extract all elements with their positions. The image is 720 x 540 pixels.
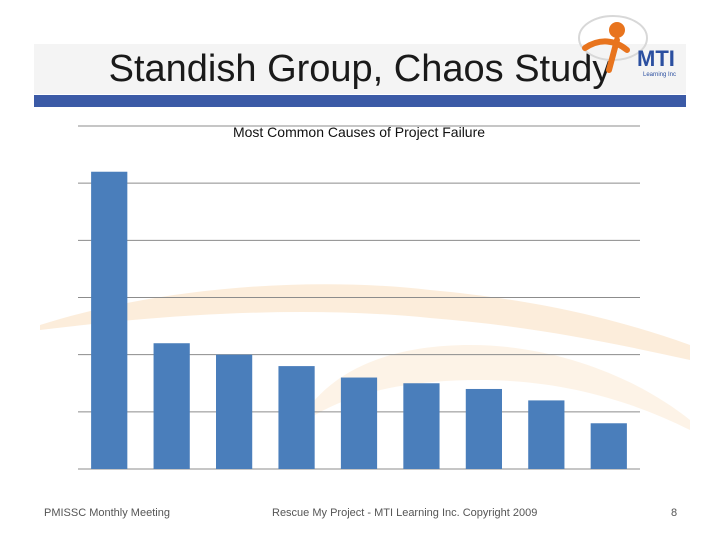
bar-5 [340,377,378,469]
footer-meeting-name: PMISSC Monthly Meeting [44,507,170,519]
chart-title: Most Common Causes of Project Failure [233,124,485,140]
bar-3 [216,354,253,469]
bar-4 [278,366,315,469]
logo-subtext: Learning Inc [643,72,676,78]
bar-7 [465,388,502,469]
chart-bars [91,171,627,469]
page-number: 8 [671,507,678,519]
bar-8 [528,400,565,469]
title-rule [34,95,686,107]
bar-2 [153,343,190,469]
logo-text: MTI [637,46,675,71]
footer-copyright: Rescue My Project - MTI Learning Inc. Co… [272,507,538,519]
bar-9 [590,423,627,469]
slide-title: Standish Group, Chaos Study [108,48,612,90]
bar-6 [403,383,440,469]
bar-1 [91,171,128,469]
title-band [34,44,686,94]
mti-logo: MTI Learning Inc [578,15,676,78]
